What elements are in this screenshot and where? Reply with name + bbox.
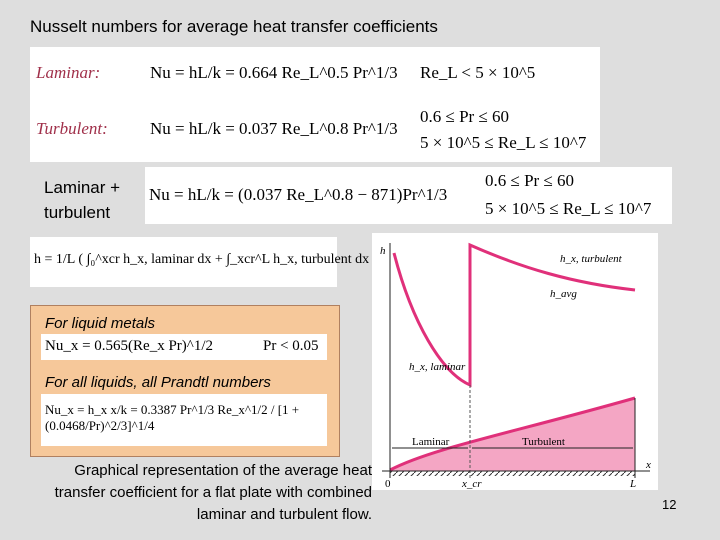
equation-box: Nu = hL/k = (0.037 Re_L^0.8 − 871)Pr^1/3…	[145, 167, 672, 224]
combined-condition: 5 × 10^5 ≤ Re_L ≤ 10^7	[485, 199, 652, 218]
combined-condition: 0.6 ≤ Pr ≤ 60	[485, 171, 575, 190]
figure: h h_x, turbulent h_avg h_x, laminar Lami…	[372, 233, 658, 490]
caption: Graphical representation of the average …	[54, 462, 372, 523]
combined-label: Laminar + turbulent	[44, 178, 121, 222]
equation-box: Nu_x = h_x x/k = 0.3387 Pr^1/3 Re_x^1/2 …	[41, 394, 327, 446]
liquid-metals-heading: For liquid metals	[45, 315, 156, 332]
liquid-metals-formula: Nu_x = 0.565(Re_x Pr)^1/2	[45, 338, 213, 354]
h-turbulent-label: h_x, turbulent	[560, 253, 622, 265]
figure-drawing	[382, 242, 650, 478]
origin-label: 0	[385, 478, 391, 490]
equation-box: h = 1/L ( ∫₀^xcr h_x, laminar dx + ∫_xcr…	[30, 237, 377, 287]
xcr-label: x_cr	[462, 478, 482, 490]
turbulent-condition: 0.6 ≤ Pr ≤ 60	[420, 107, 510, 126]
h-laminar-label: h_x, laminar	[409, 361, 466, 373]
all-liquids-heading: For all liquids, all Prandtl numbers	[45, 374, 271, 391]
h-avg-label: h_avg	[550, 288, 577, 300]
local-curve	[392, 242, 636, 388]
laminar-region-label: Laminar	[412, 436, 450, 448]
liquids-panel: For liquid metals Nu_x = 0.565(Re_x Pr)^…	[30, 305, 340, 457]
plate	[390, 471, 635, 476]
liquid-metals-condition: Pr < 0.05	[263, 338, 319, 354]
laminar-formula: Nu = hL/k = 0.664 Re_L^0.5 Pr^1/3	[150, 63, 398, 82]
combined-formula: Nu = hL/k = (0.037 Re_L^0.8 − 871)Pr^1/3	[149, 185, 448, 204]
equation-box: Nu_x = 0.565(Re_x Pr)^1/2 Pr < 0.05	[41, 334, 327, 360]
laminar-label: Laminar:	[36, 63, 101, 82]
length-label: L	[630, 478, 637, 490]
all-liquids-formula: Nu_x = h_x x/k = 0.3387 Pr^1/3 Re_x^1/2 …	[45, 402, 300, 433]
turbulent-formula: Nu = hL/k = 0.037 Re_L^0.8 Pr^1/3	[150, 119, 398, 138]
page-number: 12	[662, 497, 677, 512]
turbulent-condition: 5 × 10^5 ≤ Re_L ≤ 10^7	[420, 133, 587, 152]
average-formula: h = 1/L ( ∫₀^xcr h_x, laminar dx + ∫_xcr…	[34, 252, 378, 267]
laminar-condition: Re_L < 5 × 10^5	[420, 63, 536, 82]
turbulent-region-label: Turbulent	[522, 436, 565, 448]
avg-curve	[389, 396, 636, 472]
y-axis-label: h	[380, 245, 386, 257]
equation-box: Laminar: Nu = hL/k = 0.664 Re_L^0.5 Pr^1…	[30, 47, 600, 162]
title: Nusselt numbers for average heat transfe…	[30, 17, 438, 36]
turbulent-label: Turbulent:	[36, 119, 108, 138]
x-axis-label: x	[646, 459, 651, 471]
